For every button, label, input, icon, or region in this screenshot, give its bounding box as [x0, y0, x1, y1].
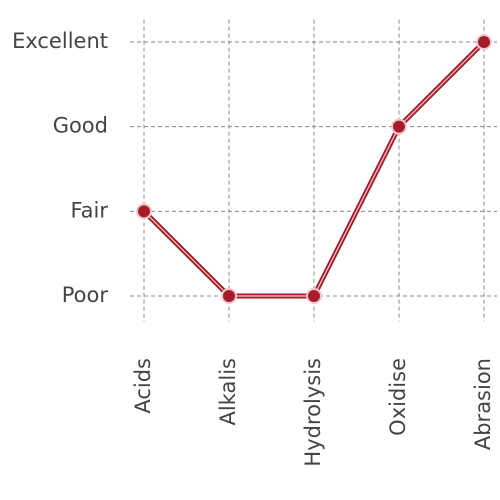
y-tick-label: Poor	[62, 283, 109, 307]
y-tick-label: Excellent	[12, 29, 108, 53]
x-tick-label: Hydrolysis	[301, 358, 325, 467]
x-tick-label: Oxidise	[386, 358, 410, 436]
point	[306, 288, 322, 304]
point	[391, 118, 407, 135]
point	[476, 34, 492, 50]
y-tick-label: Fair	[71, 198, 109, 222]
point	[136, 203, 152, 220]
point	[221, 288, 237, 304]
x-tick-label: Alkalis	[216, 358, 240, 425]
x-tick-label: Acids	[131, 358, 155, 414]
x-tick-label: Abrasion	[471, 358, 495, 450]
y-tick-label: Good	[53, 114, 108, 138]
